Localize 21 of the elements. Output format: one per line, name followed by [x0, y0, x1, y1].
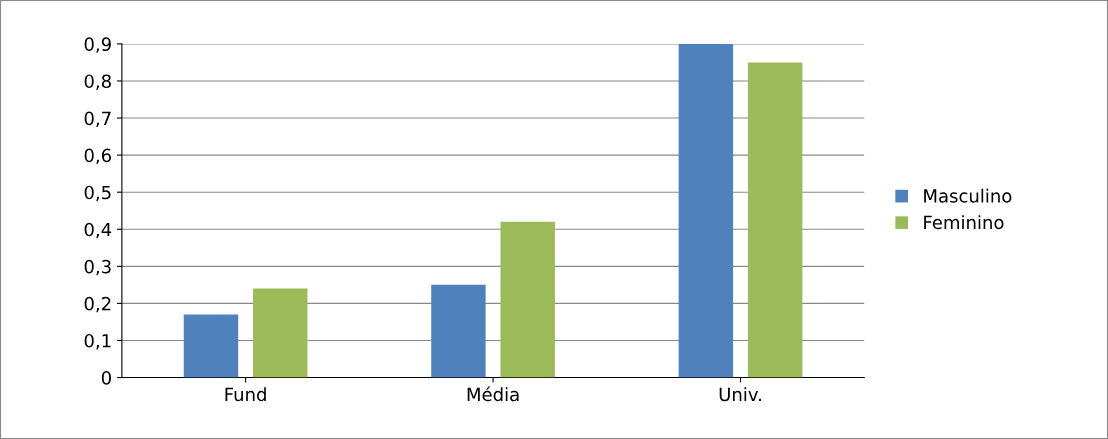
- y-tick-label: 0,3: [84, 259, 111, 276]
- x-tick-label: Fund: [225, 387, 266, 402]
- bar: [183, 314, 239, 378]
- y-tick-label: 0,5: [84, 185, 111, 202]
- y-tick-label: 0,6: [84, 148, 112, 165]
- y-tick-label: 0,2: [84, 296, 111, 313]
- y-tick-label: 0,4: [84, 222, 112, 239]
- y-tick-label: 0,8: [84, 74, 111, 90]
- y-tick-label: 0,1: [84, 333, 111, 350]
- bar: [678, 43, 734, 378]
- x-tick-label: Média: [467, 386, 519, 402]
- y-tick-label: 0,7: [84, 111, 111, 127]
- bar: [747, 62, 803, 378]
- bar: [500, 221, 555, 378]
- y-tick-label: 0: [101, 371, 111, 385]
- legend-label: Feminino: [924, 215, 1004, 230]
- bar: [431, 284, 486, 378]
- bar: [253, 288, 308, 378]
- legend-label: Masculino: [924, 188, 1012, 203]
- y-tick-label: 0,9: [84, 37, 111, 53]
- x-tick-label: Univ.: [719, 387, 761, 402]
